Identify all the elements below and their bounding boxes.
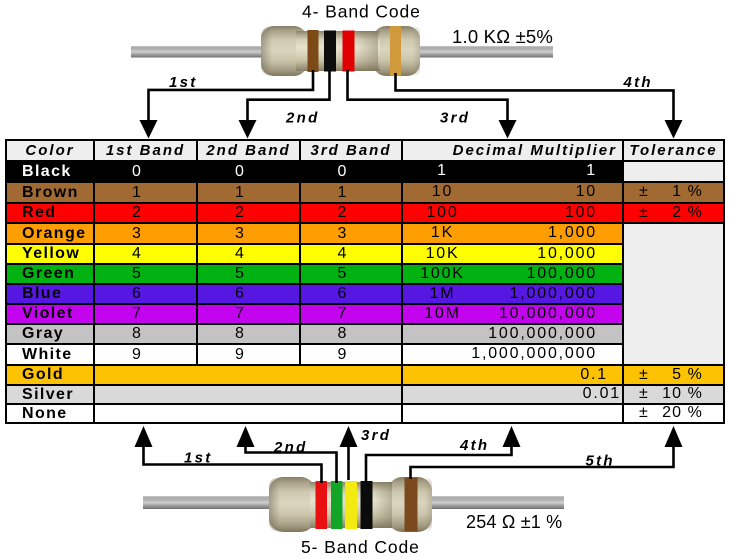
svg-text:254 Ω ±1 %: 254 Ω ±1 % [466, 512, 562, 532]
svg-text:2nd: 2nd [273, 439, 308, 456]
svg-text:2nd: 2nd [285, 110, 320, 127]
svg-text:1st: 1st [184, 449, 213, 466]
svg-text:1st: 1st [169, 74, 198, 91]
svg-text:5- Band Code: 5- Band Code [301, 537, 420, 557]
svg-text:5th: 5th [586, 453, 615, 470]
svg-text:4th: 4th [459, 437, 489, 454]
svg-text:3rd: 3rd [440, 110, 470, 127]
svg-text:4th: 4th [623, 74, 653, 91]
svg-text:4- Band Code: 4- Band Code [302, 1, 421, 21]
svg-text:3rd: 3rd [361, 427, 391, 444]
svg-text:1.0 KΩ ±5%: 1.0 KΩ ±5% [452, 26, 553, 47]
